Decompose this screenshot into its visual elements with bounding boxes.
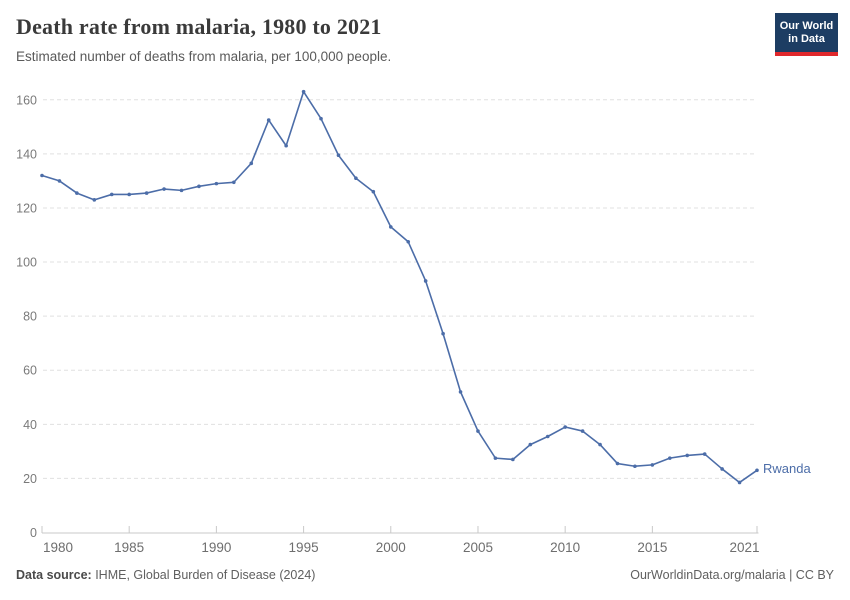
x-axis-tick-label: 1985 (114, 540, 144, 555)
data-point (598, 442, 602, 447)
data-point (144, 191, 149, 195)
data-point (179, 188, 184, 193)
data-point (214, 181, 219, 186)
data-point (545, 434, 550, 439)
owid-logo: Our World in Data (775, 13, 838, 56)
rwanda-series-line (41, 90, 758, 484)
x-axis-tick-label: 2021 (729, 540, 759, 555)
x-axis-tick-label: 1995 (289, 540, 319, 555)
y-axis-tick-label: 140 (16, 147, 37, 161)
chart-subtitle: Estimated number of deaths from malaria,… (16, 49, 392, 64)
data-source-label: Data source: (16, 568, 92, 582)
x-axis-tick-label: 2015 (637, 540, 667, 555)
data-point (423, 279, 428, 283)
data-point (109, 192, 114, 197)
page-title: Death rate from malaria, 1980 to 2021 (16, 14, 382, 39)
y-axis-tick-label: 60 (23, 364, 37, 378)
data-point (458, 390, 463, 394)
data-point (493, 456, 498, 460)
data-point (371, 189, 376, 194)
y-axis-tick-label: 20 (23, 472, 37, 486)
x-axis-tick-label: 1990 (201, 540, 231, 555)
data-point (40, 173, 44, 178)
data-point (232, 180, 236, 185)
y-axis-tick-label: 0 (30, 526, 37, 540)
data-point (650, 463, 655, 467)
data-point (615, 461, 620, 466)
data-point (75, 191, 79, 195)
data-point (336, 153, 341, 158)
logo-line-1: Our World (779, 19, 834, 32)
data-point (633, 464, 637, 469)
data-point (528, 442, 533, 447)
data-point (284, 143, 288, 148)
y-axis-tick-label: 80 (23, 310, 37, 324)
x-axis-tick-label: 1980 (43, 540, 73, 555)
data-point (127, 192, 131, 197)
data-point (668, 456, 672, 460)
data-point (720, 467, 724, 471)
data-point (197, 184, 201, 189)
data-point (162, 187, 166, 191)
data-point (685, 453, 690, 458)
data-point (511, 457, 515, 462)
data-point (406, 239, 411, 244)
data-point (92, 198, 97, 202)
data-point (319, 116, 323, 121)
data-point (441, 331, 445, 336)
y-axis-tick-label: 160 (16, 93, 37, 107)
data-point (266, 118, 271, 122)
credit-note: OurWorldinData.org/malaria | CC BY (630, 568, 834, 582)
data-point (301, 89, 306, 94)
data-source-note: Data source: IHME, Global Burden of Dise… (16, 568, 315, 582)
data-point (580, 429, 585, 433)
data-point (737, 480, 742, 485)
y-axis-tick-label: 100 (16, 256, 37, 270)
y-axis-tick-label: 120 (16, 201, 37, 215)
data-point (702, 452, 707, 456)
x-axis-tick-label: 2010 (550, 540, 580, 555)
data-point (388, 225, 393, 229)
x-axis-tick-label: 2000 (376, 540, 406, 555)
data-source-text: IHME, Global Burden of Disease (2024) (91, 568, 316, 582)
data-point (57, 179, 62, 183)
series-entity-label: Rwanda (763, 461, 811, 476)
logo-line-2: in Data (788, 32, 825, 45)
y-axis-tick-label: 40 (23, 418, 37, 432)
data-point (249, 161, 254, 166)
data-point (354, 176, 358, 181)
data-point (563, 425, 567, 429)
data-point (755, 468, 759, 473)
data-point (476, 429, 480, 433)
x-axis-tick-label: 2005 (463, 540, 493, 555)
